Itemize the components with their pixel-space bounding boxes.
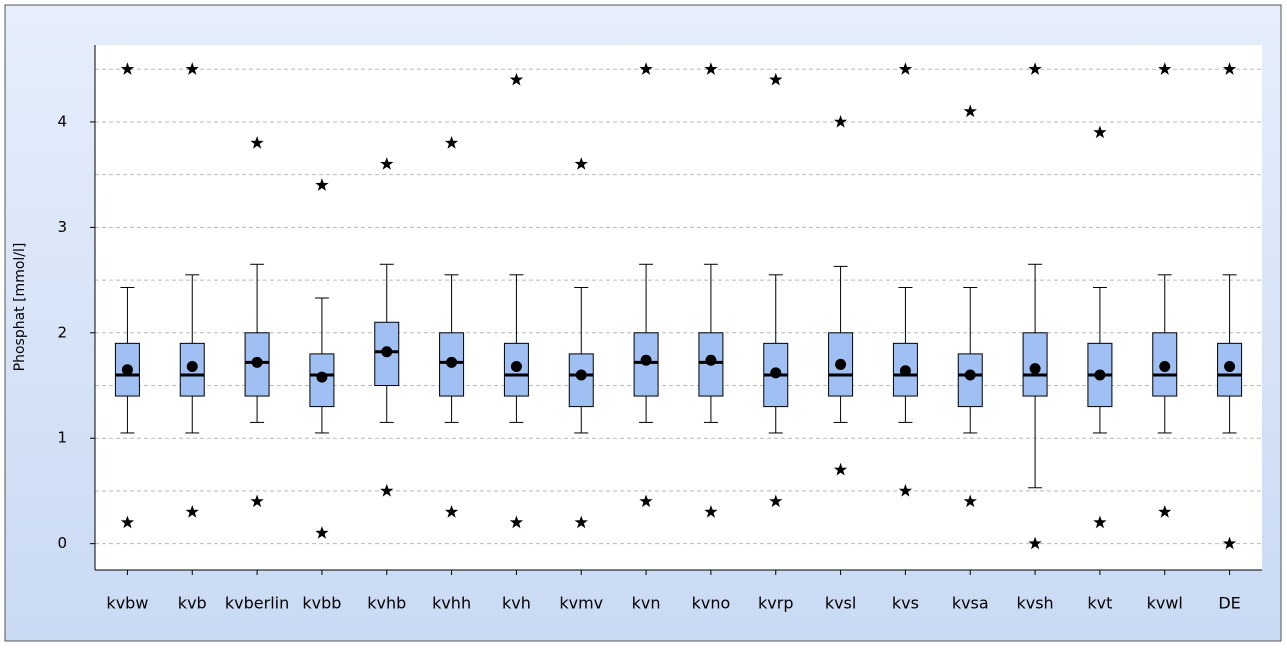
mean xyxy=(1094,369,1106,381)
min-marker xyxy=(380,483,394,497)
max-marker xyxy=(250,136,264,149)
min-marker xyxy=(315,526,329,539)
min-marker xyxy=(898,483,913,497)
max-marker xyxy=(380,157,394,170)
mean xyxy=(964,369,976,381)
x-tick-label: kvno xyxy=(692,594,731,613)
mean xyxy=(186,361,198,373)
min-marker xyxy=(963,494,977,508)
mean xyxy=(251,356,263,368)
min-marker xyxy=(509,515,524,529)
x-tick-label: kvsh xyxy=(1016,594,1053,613)
plot-area xyxy=(95,45,1262,570)
min-marker xyxy=(1093,515,1107,529)
x-tick-label: kvbb xyxy=(302,594,341,613)
min-marker xyxy=(833,462,848,476)
max-marker xyxy=(574,157,588,170)
x-tick-label: kvmv xyxy=(559,594,603,613)
min-marker xyxy=(444,505,459,518)
y-tick-label: 0 xyxy=(57,534,67,552)
min-marker xyxy=(1222,536,1237,550)
x-tick-label: kvbw xyxy=(106,594,148,613)
box xyxy=(1152,332,1178,397)
max-marker xyxy=(1158,62,1172,75)
x-tick-label: DE xyxy=(1218,594,1240,613)
mean xyxy=(510,361,522,373)
mean xyxy=(770,367,782,379)
min-marker xyxy=(704,505,718,518)
x-tick-label: kvs xyxy=(892,594,919,613)
mean xyxy=(381,346,393,358)
x-tick-label: kvsa xyxy=(952,594,989,613)
min-marker xyxy=(769,494,783,508)
y-tick-label: 1 xyxy=(57,429,67,447)
max-marker xyxy=(1222,62,1237,75)
min-marker xyxy=(1158,505,1172,518)
max-marker xyxy=(185,62,199,75)
mean xyxy=(705,354,717,366)
max-marker xyxy=(833,115,848,128)
max-marker xyxy=(769,72,783,86)
mean xyxy=(446,356,458,368)
x-tick-label: kvhh xyxy=(432,594,471,613)
mean xyxy=(316,371,328,383)
min-marker xyxy=(250,494,264,508)
mean xyxy=(835,358,847,370)
mean xyxy=(121,364,133,376)
y-tick-label: 3 xyxy=(57,218,67,236)
min-marker xyxy=(185,505,199,518)
x-tick-label: kvberlin xyxy=(225,594,289,613)
max-marker xyxy=(1093,125,1107,139)
min-marker xyxy=(120,515,135,529)
x-tick-label: kvwl xyxy=(1147,594,1183,613)
min-marker xyxy=(639,494,653,508)
max-marker xyxy=(898,62,913,75)
x-tick-label: kvrp xyxy=(758,594,793,613)
x-tick-label: kvhb xyxy=(367,594,406,613)
mean xyxy=(899,365,911,377)
x-tick-label: kvsl xyxy=(825,594,857,613)
x-tick-label: kvn xyxy=(632,594,661,613)
x-tick-label: kvh xyxy=(502,594,531,613)
max-marker xyxy=(639,62,653,75)
max-marker xyxy=(315,178,329,191)
mean xyxy=(1029,363,1041,375)
mean xyxy=(640,354,652,366)
max-marker xyxy=(1028,62,1042,75)
mean xyxy=(575,369,587,381)
min-marker xyxy=(574,515,588,529)
max-marker xyxy=(120,62,135,75)
max-marker xyxy=(509,72,524,86)
max-marker xyxy=(963,104,977,118)
x-tick-label: kvb xyxy=(178,594,207,613)
y-tick-label: 4 xyxy=(57,112,67,130)
x-tick-label: kvt xyxy=(1087,594,1112,613)
mean xyxy=(1159,361,1171,373)
y-axis-label: Phosphat [mmol/l] xyxy=(12,243,28,372)
max-marker xyxy=(444,136,459,149)
min-marker xyxy=(1028,536,1042,550)
mean xyxy=(1224,361,1236,373)
max-marker xyxy=(704,62,718,75)
y-tick-label: 2 xyxy=(57,323,67,341)
